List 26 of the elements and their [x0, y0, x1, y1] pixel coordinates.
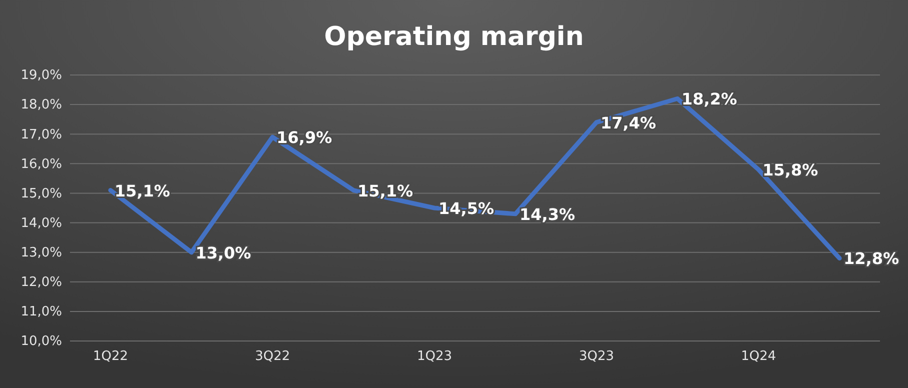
data-label: 16,9%	[276, 128, 332, 148]
y-tick-label: 10,0%	[20, 334, 62, 350]
data-label: 15,1%	[358, 181, 414, 200]
y-tick-label: 15,0%	[20, 186, 62, 202]
chart-title: Operating margin	[324, 22, 584, 52]
y-tick-label: 17,0%	[20, 127, 62, 142]
data-label: 14,3%	[520, 204, 576, 224]
x-tick-label: 3Q22	[254, 349, 290, 364]
x-tick-label: 1Q23	[416, 349, 452, 364]
x-tick-label: 1Q24	[740, 349, 776, 364]
x-tick-label: 1Q22	[92, 349, 128, 364]
data-label: 14,5%	[438, 199, 494, 218]
data-label: 15,1%	[114, 181, 170, 200]
data-label: 17,4%	[600, 113, 656, 132]
data-label: 18,2%	[682, 90, 738, 109]
data-label: 12,8%	[844, 249, 900, 268]
data-label: 13,0%	[196, 243, 252, 262]
x-tick-label: 3Q23	[578, 349, 614, 364]
y-tick-label: 16,0%	[20, 156, 62, 172]
data-label: 15,8%	[762, 160, 818, 180]
y-tick-label: 14,0%	[20, 216, 62, 231]
y-tick-label: 13,0%	[20, 245, 62, 260]
y-tick-label: 18,0%	[20, 98, 62, 113]
y-tick-label: 11,0%	[20, 304, 62, 320]
y-tick-label: 12,0%	[20, 275, 62, 290]
y-tick-label: 19,0%	[20, 68, 62, 84]
